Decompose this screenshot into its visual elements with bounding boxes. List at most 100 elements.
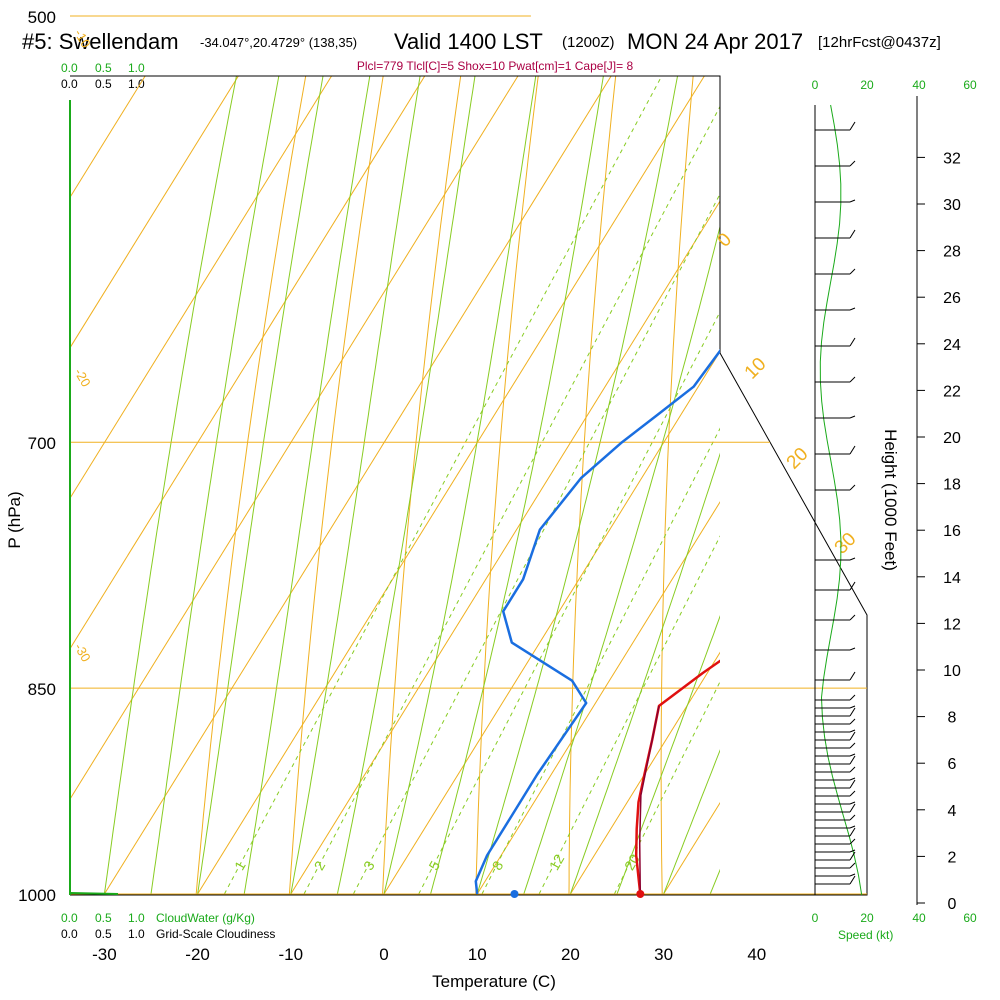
height-tick-label: 20	[943, 430, 961, 447]
svg-text:20: 20	[860, 911, 874, 925]
wind-barb	[815, 814, 856, 821]
svg-text:1.0: 1.0	[128, 911, 145, 925]
moist-adiabat	[616, 615, 720, 895]
svg-text:0: 0	[812, 78, 819, 92]
height-tick-label: 10	[943, 663, 961, 680]
height-tick-label: 14	[943, 570, 961, 587]
wind-barb	[815, 718, 856, 725]
mixing-ratio-line	[418, 310, 720, 895]
isotherm-line	[289, 200, 720, 895]
svg-text:0.0: 0.0	[61, 61, 78, 75]
p-axis-label: P (hPa)	[5, 491, 24, 548]
valid-date: MON 24 Apr 2017	[627, 29, 803, 54]
adiabat-label: 10	[741, 354, 771, 384]
pressure-tick-label: 700	[28, 434, 56, 453]
mixing-ratio-line	[303, 105, 720, 895]
mixing-ratio-label: 2	[311, 858, 329, 873]
svg-text:1.0: 1.0	[128, 61, 145, 75]
svg-text:1.0: 1.0	[128, 77, 145, 91]
station-coords: -34.047°,20.4729° (138,35)	[200, 35, 357, 50]
temperature-tick-label: 10	[468, 945, 487, 964]
temperature-tick-label: 0	[379, 945, 388, 964]
svg-text:Speed (kt): Speed (kt)	[838, 928, 893, 942]
wind-barb	[815, 851, 856, 861]
wind-barb	[815, 614, 856, 621]
mixing-ratio-label: 12	[546, 851, 568, 873]
temperature-tick-label: -30	[92, 945, 117, 964]
pressure-tick-label: 850	[28, 680, 56, 699]
wind-barb	[815, 121, 856, 131]
height-axis-label: Height (1000 Feet)	[881, 429, 900, 571]
moist-adiabat	[476, 76, 679, 895]
speed-axis-top: 0 20 40 60	[812, 78, 977, 92]
temperature-profile	[634, 659, 720, 895]
parcel-trace	[638, 705, 660, 895]
temperature-tick-label: -20	[185, 945, 210, 964]
temperature-tick-label: -10	[279, 945, 304, 964]
wind-barb	[815, 825, 856, 829]
moist-adiabat	[103, 76, 237, 895]
surface-dewpoint-marker	[510, 890, 519, 898]
wind-barb	[815, 875, 856, 885]
moist-adiabat	[243, 76, 371, 895]
dry-adiabat	[568, 76, 617, 895]
isotherm-line	[70, 76, 239, 349]
wind-barb	[815, 376, 856, 383]
isotherm-line	[475, 501, 720, 895]
moist-adiabat	[150, 76, 280, 895]
svg-text:0.0: 0.0	[61, 927, 78, 941]
wind-barb	[815, 862, 856, 869]
height-tick-label: 30	[943, 197, 961, 214]
moist-adiabat	[429, 76, 604, 895]
wind-barb	[815, 766, 856, 773]
wind-barb	[815, 707, 856, 717]
height-tick-label: 6	[948, 756, 957, 773]
dry-adiabat	[475, 76, 539, 895]
svg-text:40: 40	[912, 911, 926, 925]
svg-text:0.5: 0.5	[95, 911, 112, 925]
isotherm-line	[196, 76, 705, 895]
sounding-indices: Plcl=779 Tlcl[C]=5 Shox=10 Pwat[cm]=1 Ca…	[357, 59, 634, 73]
isotherm-line	[70, 76, 519, 801]
moist-adiabat	[662, 749, 720, 895]
wind-barb	[815, 581, 856, 591]
isotherm-label: -30	[71, 641, 93, 665]
wind-barb	[815, 849, 856, 853]
height-tick-label: 4	[948, 803, 957, 820]
cloud-scale-top: 0.0 0.5 1.0 0.0 0.5 1.0	[61, 61, 145, 91]
height-tick-label: 0	[948, 896, 957, 913]
temperature-tick-label: 40	[747, 945, 766, 964]
t-axis-label: Temperature (C)	[432, 972, 556, 991]
height-tick-label: 28	[943, 244, 961, 261]
adiabat-label: 30	[831, 529, 861, 559]
height-tick-label: 32	[943, 150, 961, 167]
utc-time: (1200Z)	[562, 34, 615, 51]
adiabat-label: 20	[783, 444, 813, 474]
height-tick-label: 16	[943, 523, 961, 540]
isotherm-line	[382, 350, 720, 895]
wind-barb	[815, 838, 856, 845]
wind-barb	[815, 484, 856, 491]
height-tick-label: 2	[948, 849, 957, 866]
isotherm-line	[569, 651, 720, 895]
isotherm-label: -20	[71, 366, 93, 390]
height-tick-label: 8	[948, 710, 957, 727]
mixing-ratio-label: 5	[425, 858, 443, 873]
svg-text:1.0: 1.0	[128, 927, 145, 941]
wind-speed-profile	[819, 104, 863, 896]
mixing-ratio-label: 3	[360, 858, 378, 873]
height-tick-label: 12	[943, 616, 961, 633]
height-tick-label: 24	[943, 337, 961, 354]
wind-barb	[815, 742, 856, 749]
height-tick-label: 18	[943, 477, 961, 494]
pressure-tick-label: 1000	[18, 886, 56, 905]
svg-text:0.0: 0.0	[61, 77, 78, 91]
wind-barb	[815, 827, 856, 837]
temperature-tick-label: 30	[654, 945, 673, 964]
dewpoint-profile	[474, 348, 720, 895]
wind-barb	[815, 705, 856, 709]
cloud-bar	[69, 100, 119, 895]
speed-axis-bottom: 0 20 40 60 Speed (kt)	[812, 911, 977, 942]
forecast-info: [12hrFcst@0437z]	[818, 34, 941, 51]
